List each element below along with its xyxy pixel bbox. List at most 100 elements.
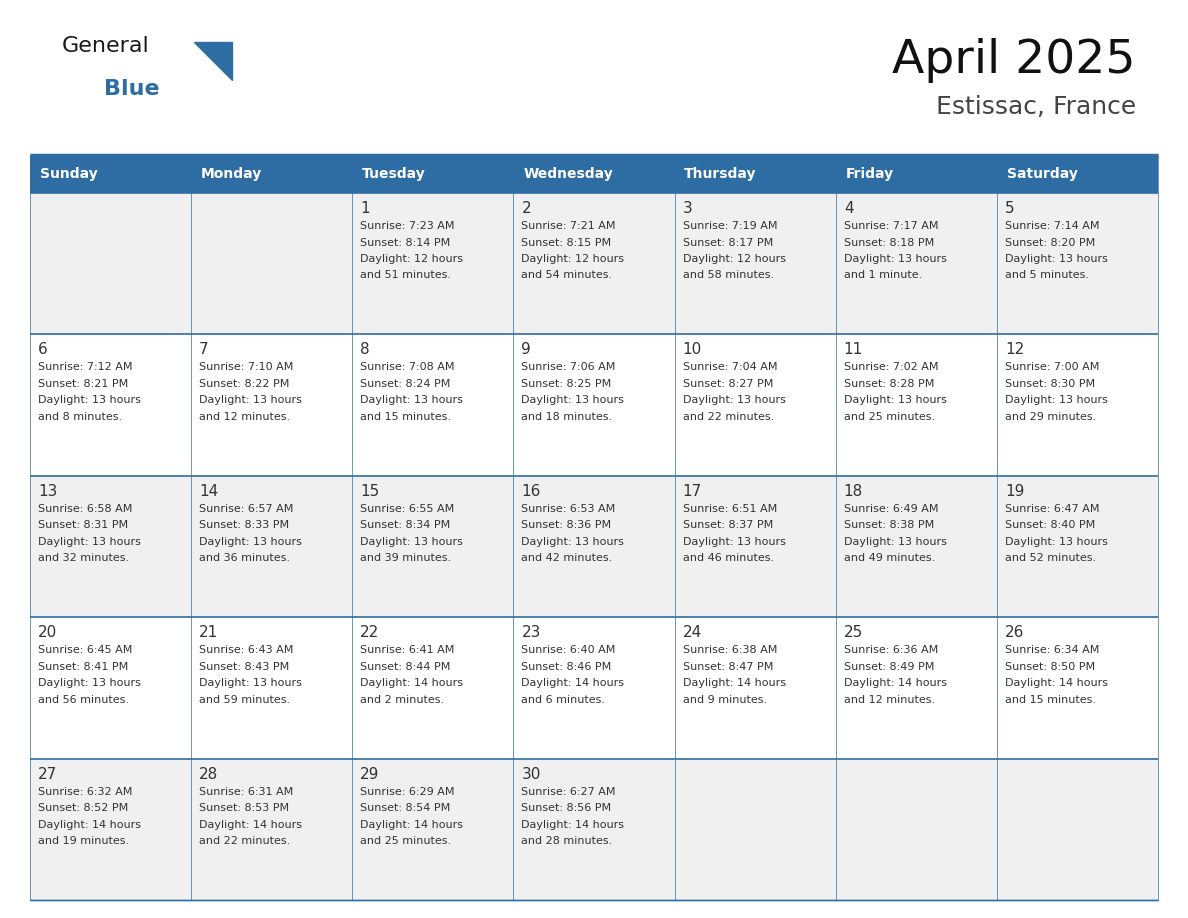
Text: Sunrise: 7:04 AM: Sunrise: 7:04 AM (683, 363, 777, 373)
Bar (30, 617, 191, 758)
Text: Sunrise: 6:51 AM: Sunrise: 6:51 AM (683, 504, 777, 514)
Text: Daylight: 14 hours: Daylight: 14 hours (522, 678, 625, 688)
Bar (30, 155, 191, 193)
Text: Sunrise: 6:57 AM: Sunrise: 6:57 AM (200, 504, 293, 514)
Text: Sunrise: 6:43 AM: Sunrise: 6:43 AM (200, 645, 293, 655)
Text: Daylight: 14 hours: Daylight: 14 hours (38, 820, 141, 830)
Bar (513, 617, 675, 758)
Text: 3: 3 (683, 201, 693, 216)
Text: Sunset: 8:37 PM: Sunset: 8:37 PM (683, 521, 773, 531)
Text: Sunset: 8:14 PM: Sunset: 8:14 PM (360, 238, 450, 248)
Text: Sunset: 8:31 PM: Sunset: 8:31 PM (38, 521, 128, 531)
Bar (191, 476, 353, 617)
Text: and 58 minutes.: and 58 minutes. (683, 271, 773, 281)
Bar (353, 476, 513, 617)
Text: Sunset: 8:24 PM: Sunset: 8:24 PM (360, 379, 450, 389)
Text: Thursday: Thursday (684, 167, 757, 181)
Text: 16: 16 (522, 484, 541, 498)
Bar (675, 155, 835, 193)
Text: and 28 minutes.: and 28 minutes. (522, 836, 613, 846)
Text: Sunset: 8:33 PM: Sunset: 8:33 PM (200, 521, 290, 531)
Text: and 1 minute.: and 1 minute. (843, 271, 922, 281)
Text: Sunrise: 6:53 AM: Sunrise: 6:53 AM (522, 504, 615, 514)
Text: Daylight: 13 hours: Daylight: 13 hours (200, 537, 302, 547)
Text: Sunrise: 6:32 AM: Sunrise: 6:32 AM (38, 787, 132, 797)
Bar (997, 155, 1158, 193)
Text: Daylight: 13 hours: Daylight: 13 hours (1005, 254, 1107, 264)
Text: 20: 20 (38, 625, 57, 640)
Text: Daylight: 13 hours: Daylight: 13 hours (843, 254, 947, 264)
Bar (997, 758, 1158, 900)
Text: Sunrise: 7:08 AM: Sunrise: 7:08 AM (360, 363, 455, 373)
Text: Sunset: 8:21 PM: Sunset: 8:21 PM (38, 379, 128, 389)
Text: 30: 30 (522, 767, 541, 781)
Text: Daylight: 13 hours: Daylight: 13 hours (360, 537, 463, 547)
Text: and 36 minutes.: and 36 minutes. (200, 554, 290, 564)
Bar (513, 193, 675, 334)
Text: Sunset: 8:44 PM: Sunset: 8:44 PM (360, 662, 450, 672)
Bar (675, 193, 835, 334)
Text: Sunset: 8:53 PM: Sunset: 8:53 PM (200, 803, 290, 813)
Text: Wednesday: Wednesday (523, 167, 613, 181)
Bar (353, 758, 513, 900)
Text: 6: 6 (38, 342, 48, 357)
Text: Daylight: 13 hours: Daylight: 13 hours (38, 537, 141, 547)
Text: Daylight: 14 hours: Daylight: 14 hours (843, 678, 947, 688)
Text: Daylight: 13 hours: Daylight: 13 hours (200, 396, 302, 406)
Bar (191, 334, 353, 476)
Text: Sunrise: 6:45 AM: Sunrise: 6:45 AM (38, 645, 132, 655)
Text: 1: 1 (360, 201, 369, 216)
Text: Daylight: 13 hours: Daylight: 13 hours (522, 396, 625, 406)
Text: Sunrise: 6:29 AM: Sunrise: 6:29 AM (360, 787, 455, 797)
Text: Sunset: 8:43 PM: Sunset: 8:43 PM (200, 662, 290, 672)
Bar (835, 617, 997, 758)
Text: and 56 minutes.: and 56 minutes. (38, 695, 129, 705)
Bar (513, 334, 675, 476)
Bar (353, 617, 513, 758)
Bar (835, 476, 997, 617)
Text: Sunrise: 6:41 AM: Sunrise: 6:41 AM (360, 645, 455, 655)
Text: 18: 18 (843, 484, 862, 498)
Bar (30, 758, 191, 900)
Bar (997, 193, 1158, 334)
Bar (835, 758, 997, 900)
Bar (835, 193, 997, 334)
Text: 9: 9 (522, 342, 531, 357)
Text: Daylight: 14 hours: Daylight: 14 hours (1005, 678, 1108, 688)
Text: and 46 minutes.: and 46 minutes. (683, 554, 773, 564)
Text: Daylight: 14 hours: Daylight: 14 hours (360, 678, 463, 688)
Text: 5: 5 (1005, 201, 1015, 216)
Text: Sunrise: 7:10 AM: Sunrise: 7:10 AM (200, 363, 293, 373)
Text: Daylight: 13 hours: Daylight: 13 hours (843, 537, 947, 547)
Text: 25: 25 (843, 625, 862, 640)
Text: Sunrise: 7:21 AM: Sunrise: 7:21 AM (522, 221, 617, 231)
Text: Sunset: 8:49 PM: Sunset: 8:49 PM (843, 662, 934, 672)
Text: Daylight: 13 hours: Daylight: 13 hours (200, 678, 302, 688)
Text: 29: 29 (360, 767, 380, 781)
Text: Sunset: 8:18 PM: Sunset: 8:18 PM (843, 238, 934, 248)
Text: Tuesday: Tuesday (362, 167, 425, 181)
Text: and 29 minutes.: and 29 minutes. (1005, 412, 1097, 422)
Bar (353, 193, 513, 334)
Text: 26: 26 (1005, 625, 1024, 640)
Text: Daylight: 14 hours: Daylight: 14 hours (683, 678, 785, 688)
Text: Sunrise: 7:17 AM: Sunrise: 7:17 AM (843, 221, 939, 231)
Text: Sunset: 8:54 PM: Sunset: 8:54 PM (360, 803, 450, 813)
Text: and 15 minutes.: and 15 minutes. (1005, 695, 1095, 705)
Text: Friday: Friday (846, 167, 893, 181)
Text: Sunrise: 7:23 AM: Sunrise: 7:23 AM (360, 221, 455, 231)
Text: and 59 minutes.: and 59 minutes. (200, 695, 290, 705)
Text: 23: 23 (522, 625, 541, 640)
Text: Sunset: 8:40 PM: Sunset: 8:40 PM (1005, 521, 1095, 531)
Text: 4: 4 (843, 201, 853, 216)
Text: Sunset: 8:47 PM: Sunset: 8:47 PM (683, 662, 773, 672)
Text: and 39 minutes.: and 39 minutes. (360, 554, 451, 564)
Text: and 52 minutes.: and 52 minutes. (1005, 554, 1097, 564)
Text: Sunrise: 7:06 AM: Sunrise: 7:06 AM (522, 363, 615, 373)
Text: and 51 minutes.: and 51 minutes. (360, 271, 451, 281)
Text: Estissac, France: Estissac, France (936, 95, 1136, 119)
Text: Sunrise: 6:58 AM: Sunrise: 6:58 AM (38, 504, 132, 514)
Text: 21: 21 (200, 625, 219, 640)
Text: and 22 minutes.: and 22 minutes. (683, 412, 773, 422)
Text: Sunset: 8:20 PM: Sunset: 8:20 PM (1005, 238, 1095, 248)
